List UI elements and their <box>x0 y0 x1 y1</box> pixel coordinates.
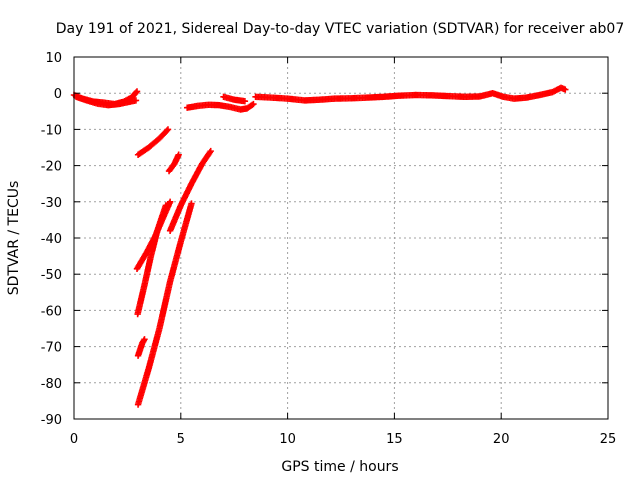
y-axis-title: SDTVAR / TECUs <box>6 181 22 296</box>
y-tick-label: -20 <box>41 160 62 175</box>
data-point <box>132 97 140 104</box>
data-point <box>175 151 182 158</box>
data-point <box>248 101 256 109</box>
chart-title: Day 191 of 2021, Sidereal Day-to-day VTE… <box>56 21 625 37</box>
data-point <box>250 100 257 108</box>
y-tick-label: -80 <box>41 377 62 392</box>
x-tick-label: 15 <box>386 432 403 447</box>
y-tick-label: -10 <box>41 123 62 138</box>
data-point <box>562 86 569 93</box>
x-tick-label: 0 <box>70 432 78 447</box>
y-tick-label: 10 <box>45 51 62 66</box>
data-point <box>141 336 148 343</box>
x-tick-label: 25 <box>600 432 617 447</box>
y-tick-label: -90 <box>41 413 62 428</box>
x-tick-label: 5 <box>177 432 185 447</box>
plot-frame <box>73 56 609 420</box>
data-point <box>133 88 141 95</box>
data-point <box>188 200 195 207</box>
data-point <box>241 97 249 105</box>
x-tick-label: 20 <box>493 432 510 447</box>
y-tick-label: -70 <box>41 341 62 356</box>
axis-ticks: 0 5 10 15 20 25 10 0 -10 -20 -30 -40 -50 -60 -70 -80 -90 <box>41 51 617 447</box>
data-points <box>70 84 569 408</box>
data-point <box>206 149 214 156</box>
y-tick-label: -60 <box>41 304 62 319</box>
data-point <box>162 202 170 209</box>
x-axis-title: GPS time / hours <box>281 459 398 475</box>
data-point <box>207 147 214 155</box>
y-tick-label: -50 <box>41 268 62 283</box>
y-tick-label: -40 <box>41 232 62 247</box>
data-point <box>163 127 171 134</box>
data-point <box>164 126 172 133</box>
y-tick-label: -30 <box>41 196 62 211</box>
grid-lines <box>74 57 608 419</box>
x-tick-label: 10 <box>279 432 296 447</box>
data-point <box>132 89 140 96</box>
data-point <box>166 198 174 205</box>
y-tick-label: 0 <box>54 87 62 102</box>
